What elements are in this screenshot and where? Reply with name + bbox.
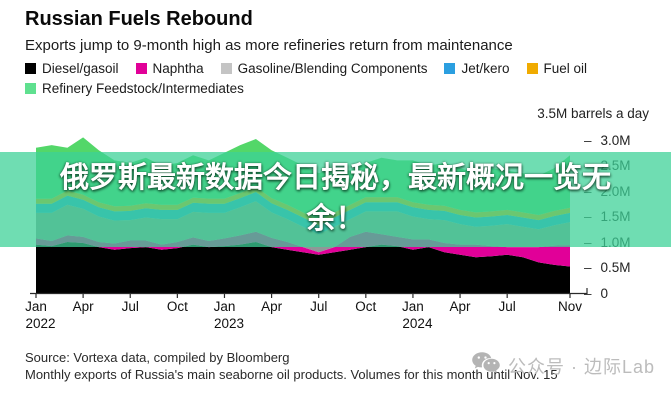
legend-label: Naphtha: [152, 61, 204, 76]
legend-swatch-icon: [220, 63, 232, 74]
chart-title: Russian Fuels Rebound: [25, 8, 253, 30]
x-tick-label: Apr: [72, 299, 94, 314]
x-axis-year-label: 2024: [402, 316, 433, 331]
x-tick-label: Apr: [261, 299, 283, 314]
watermark: 公众号 · 边际Lab: [471, 351, 655, 381]
chart-footnote: Monthly exports of Russia's main seaborn…: [25, 367, 558, 382]
legend-swatch-icon: [444, 63, 456, 74]
source-attribution: Source: Vortexa data, compiled by Bloomb…: [25, 350, 290, 365]
legend-item: Naphtha: [135, 61, 204, 76]
x-tick-label: Apr: [449, 299, 471, 314]
legend-item: Fuel oil: [526, 61, 588, 76]
x-tick-label: Jan: [25, 299, 47, 314]
legend-label: Gasoline/Blending Components: [237, 61, 428, 76]
x-tick-label: Jan: [213, 299, 236, 314]
x-tick-label: Oct: [355, 299, 377, 314]
y-axis-unit-label: 3.5M barrels a day: [537, 106, 649, 121]
x-tick-label: Jul: [310, 299, 328, 314]
y-tick-3.0M: –3.0M: [584, 132, 631, 148]
y-tick-mark: –: [584, 260, 592, 275]
x-tick-label: Nov: [557, 299, 583, 314]
legend-label: Fuel oil: [543, 61, 588, 76]
legend-item: Refinery Feedstock/Intermediates: [25, 81, 244, 96]
y-tick-label: 0.5M: [600, 260, 631, 275]
x-tick-label: Jul: [121, 299, 139, 314]
wechat-icon: [471, 351, 501, 381]
area-series: [36, 242, 570, 293]
x-tick-label: Oct: [166, 299, 188, 314]
legend-label: Jet/kero: [461, 61, 510, 76]
y-tick-0: –0: [584, 285, 609, 301]
area-series: [36, 231, 570, 267]
legend-swatch-icon: [135, 63, 147, 74]
legend-item: Gasoline/Blending Components: [220, 61, 428, 76]
legend-item: Jet/kero: [444, 61, 510, 76]
y-tick-label: 0: [600, 285, 609, 301]
y-tick-label: 3.0M: [600, 132, 631, 148]
legend-label: Diesel/gasoil: [42, 61, 119, 76]
y-tick-mark: –: [584, 132, 592, 148]
overlay-banner: [0, 152, 671, 247]
legend-swatch-icon: [25, 83, 36, 94]
y-tick-mark: –: [584, 285, 592, 301]
legend-swatch-icon: [526, 63, 538, 74]
x-tick-label: Jan: [402, 299, 424, 314]
chart-subtitle: Exports jump to 9-month high as more ref…: [25, 37, 513, 54]
x-axis-year-label: 2022: [25, 316, 56, 331]
legend-label: Refinery Feedstock/Intermediates: [42, 81, 244, 96]
legend-swatch-icon: [25, 63, 36, 74]
x-axis-year-label: 2023: [213, 316, 244, 331]
overlay-banner-text: 俄罗斯最新数据今日揭秘，最新概况一览无余！: [59, 162, 611, 236]
y-tick-0.5M: –0.5M: [584, 260, 631, 275]
watermark-text: 公众号 · 边际Lab: [507, 357, 655, 377]
x-tick-label: Jul: [498, 299, 516, 314]
chart-legend: Diesel/gasoil Naphtha Gasoline/Blending Co…: [25, 61, 653, 96]
legend-item: Diesel/gasoil: [25, 61, 119, 76]
